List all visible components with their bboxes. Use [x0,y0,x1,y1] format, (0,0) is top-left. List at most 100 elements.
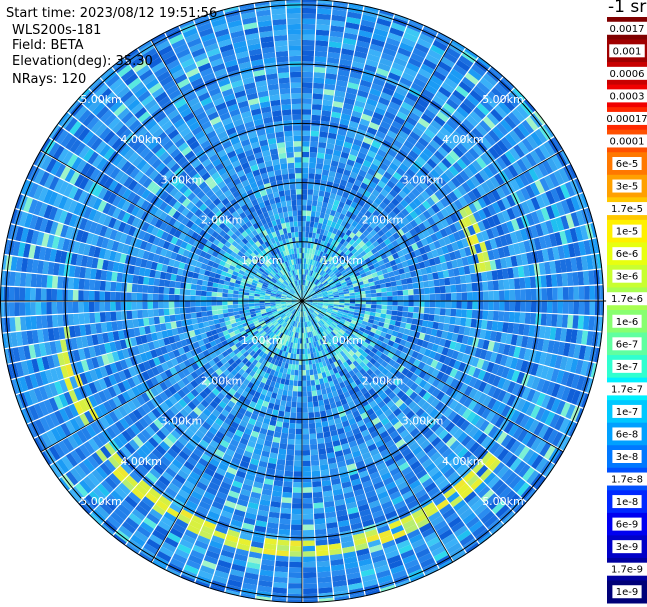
range-gate-cell [313,77,325,84]
range-gate-cell [281,350,286,357]
range-gate-cell [198,530,213,540]
range-gate-cell [97,432,108,446]
range-gate-cell [303,290,306,296]
range-gate-cell [338,277,345,282]
range-gate-cell [203,321,210,328]
range-gate-cell [454,249,462,259]
range-gate-cell [425,266,433,274]
range-gate-cell [286,311,291,317]
range-gate-cell [395,399,404,408]
range-gate-cell [341,442,350,451]
range-gate-cell [317,282,322,287]
range-gate-cell [399,429,410,439]
range-gate-cell [303,290,306,296]
range-gate-cell [500,405,511,418]
range-gate-cell [589,285,596,300]
range-gate-cell [309,146,318,153]
range-gate-cell [385,344,393,352]
range-gate-cell [240,330,247,336]
range-gate-cell [96,333,104,345]
range-gate-cell [336,242,343,250]
range-gate-cell [341,261,348,268]
range-gate-cell [248,363,255,370]
range-gate-cell [304,291,307,297]
range-gate-cell [235,548,249,557]
range-gate-cell [271,495,282,503]
range-gate-cell [506,220,515,233]
range-gate-cell [411,404,421,414]
range-gate-cell [502,268,509,279]
range-gate-cell [349,189,358,197]
range-gate-cell [213,319,220,325]
range-gate-cell [295,428,302,435]
range-gate-cell [456,158,468,170]
range-gate-cell [446,98,459,110]
range-gate-cell [494,415,506,428]
range-gate-cell [423,287,430,295]
range-gate-cell [338,306,345,310]
range-gate-cell [275,348,281,355]
range-gate-cell [413,77,427,89]
range-gate-cell [484,493,498,507]
range-gate-cell [331,287,338,291]
range-gate-cell [393,421,403,430]
range-gate-cell [322,280,328,286]
range-gate-cell [468,202,478,214]
range-gate-cell [413,294,420,301]
range-gate-cell [165,487,178,498]
range-gate-cell [407,283,414,290]
range-gate-cell [517,141,530,155]
range-gate-cell [530,288,537,300]
range-gate-cell [417,493,430,504]
range-gate-cell [284,411,291,418]
range-gate-cell [310,444,318,450]
range-gate-cell [539,177,550,192]
range-gate-cell [266,311,273,315]
range-gate-cell [263,326,269,332]
range-gate-cell [471,187,482,199]
range-gate-cell [345,279,352,284]
range-gate-cell [313,502,324,509]
range-gate-cell [334,372,341,379]
range-gate-cell [148,452,160,464]
range-gate-cell [349,517,362,525]
range-gate-cell [238,407,247,415]
range-gate-cell [165,322,172,330]
range-gate-cell [488,458,501,472]
range-gate-cell [317,305,323,309]
range-gate-cell [313,318,318,324]
range-gate-cell [430,193,440,204]
range-gate-cell [288,306,294,311]
range-gate-cell [426,366,435,376]
range-gate-cell [259,499,271,507]
range-gate-cell [466,283,473,292]
range-gate-cell [302,290,304,296]
range-gate-cell [304,247,308,254]
range-gate-cell [327,392,334,399]
range-gate-cell [377,364,385,372]
range-gate-cell [94,367,103,380]
range-gate-cell [377,180,387,189]
range-gate-cell [402,306,409,312]
range-gate-cell [333,95,345,103]
range-gate-cell [23,391,34,406]
range-gate-cell [328,250,334,257]
range-gate-cell [406,348,414,357]
range-gate-cell [326,248,332,255]
range-gate-cell [317,315,322,320]
range-gate-cell [325,335,331,342]
range-gate-cell [302,359,306,365]
range-gate-cell [211,535,225,545]
range-gate-cell [328,419,336,426]
range-gate-cell [322,169,330,176]
range-gate-cell [297,386,302,392]
range-gate-cell [392,171,403,181]
range-gate-cell [315,335,320,341]
range-gate-cell [398,268,405,275]
range-gate-cell [76,429,88,444]
range-gate-cell [154,324,162,332]
range-gate-cell [319,344,324,351]
range-gate-cell [31,358,40,373]
range-gate-cell [280,313,286,318]
range-gate-cell [408,150,419,160]
